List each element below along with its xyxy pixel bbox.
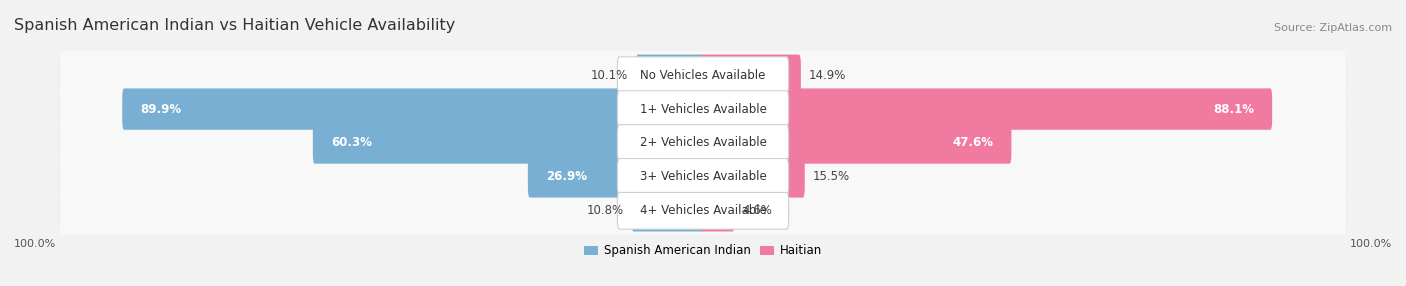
Text: Source: ZipAtlas.com: Source: ZipAtlas.com (1274, 23, 1392, 33)
FancyBboxPatch shape (527, 156, 704, 198)
Text: 10.8%: 10.8% (586, 204, 624, 217)
Text: 1+ Vehicles Available: 1+ Vehicles Available (640, 103, 766, 116)
FancyBboxPatch shape (617, 158, 789, 195)
Text: 4+ Vehicles Available: 4+ Vehicles Available (640, 204, 766, 217)
FancyBboxPatch shape (312, 122, 704, 164)
Text: 100.0%: 100.0% (14, 239, 56, 249)
FancyBboxPatch shape (60, 85, 1346, 133)
FancyBboxPatch shape (617, 192, 789, 229)
FancyBboxPatch shape (702, 156, 804, 198)
Text: 4.6%: 4.6% (742, 204, 772, 217)
Text: 10.1%: 10.1% (591, 69, 628, 82)
Text: 60.3%: 60.3% (330, 136, 371, 150)
FancyBboxPatch shape (122, 88, 704, 130)
Text: No Vehicles Available: No Vehicles Available (640, 69, 766, 82)
Text: 3+ Vehicles Available: 3+ Vehicles Available (640, 170, 766, 183)
FancyBboxPatch shape (60, 119, 1346, 167)
FancyBboxPatch shape (702, 88, 1272, 130)
FancyBboxPatch shape (59, 95, 1347, 123)
FancyBboxPatch shape (59, 196, 1347, 225)
Text: 14.9%: 14.9% (808, 69, 846, 82)
FancyBboxPatch shape (59, 163, 1347, 191)
Text: 89.9%: 89.9% (141, 103, 181, 116)
FancyBboxPatch shape (60, 153, 1346, 201)
FancyBboxPatch shape (60, 187, 1346, 235)
Text: 100.0%: 100.0% (1350, 239, 1392, 249)
FancyBboxPatch shape (702, 190, 734, 231)
Text: 15.5%: 15.5% (813, 170, 849, 183)
FancyBboxPatch shape (631, 190, 704, 231)
Text: 26.9%: 26.9% (546, 170, 586, 183)
FancyBboxPatch shape (59, 61, 1347, 90)
FancyBboxPatch shape (702, 122, 1011, 164)
FancyBboxPatch shape (617, 91, 789, 128)
FancyBboxPatch shape (60, 51, 1346, 99)
Text: 47.6%: 47.6% (952, 136, 994, 150)
FancyBboxPatch shape (617, 57, 789, 94)
FancyBboxPatch shape (702, 55, 801, 96)
Text: Spanish American Indian vs Haitian Vehicle Availability: Spanish American Indian vs Haitian Vehic… (14, 18, 456, 33)
FancyBboxPatch shape (636, 55, 704, 96)
Text: 2+ Vehicles Available: 2+ Vehicles Available (640, 136, 766, 150)
FancyBboxPatch shape (617, 125, 789, 161)
FancyBboxPatch shape (59, 129, 1347, 157)
Text: 88.1%: 88.1% (1213, 103, 1254, 116)
Legend: Spanish American Indian, Haitian: Spanish American Indian, Haitian (583, 245, 823, 257)
